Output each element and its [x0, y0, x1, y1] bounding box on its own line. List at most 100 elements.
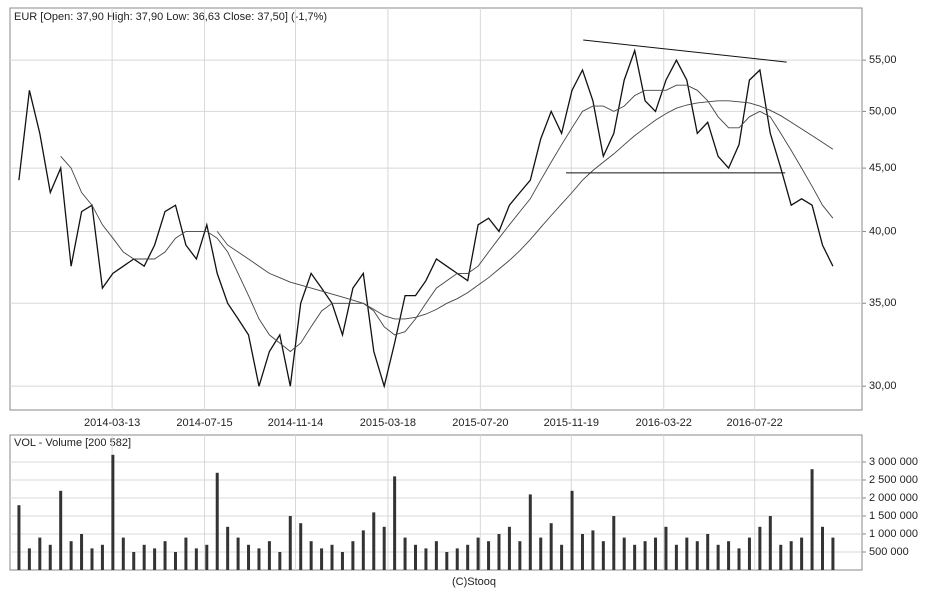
volume-bar	[309, 541, 313, 570]
volume-bar	[393, 476, 397, 570]
volume-bar	[445, 552, 449, 570]
volume-bar	[695, 541, 699, 570]
volume-bar	[215, 472, 219, 570]
volume-bar	[142, 544, 146, 570]
y-tick-label: 500 000	[869, 546, 909, 558]
x-tick-label: 2014-03-13	[84, 417, 140, 429]
volume-bar	[507, 526, 511, 570]
volume-bar	[17, 505, 21, 570]
volume-bar	[518, 541, 522, 570]
volume-bar	[633, 544, 637, 570]
volume-bar	[539, 537, 543, 570]
moving-average	[216, 100, 834, 320]
y-tick-label: 2 500 000	[869, 474, 918, 486]
price-line	[18, 48, 834, 389]
volume-bar	[528, 494, 532, 570]
x-tick-label: 2015-07-20	[452, 417, 508, 429]
volume-bar	[330, 544, 334, 570]
volume-bar	[716, 544, 720, 570]
volume-bar	[560, 544, 564, 570]
volume-bar	[184, 537, 188, 570]
volume-bar	[601, 541, 605, 570]
volume-bar	[664, 526, 668, 570]
volume-bar	[434, 541, 438, 570]
volume-bar	[361, 530, 365, 570]
volume-bar	[173, 552, 177, 570]
volume-bar	[267, 541, 271, 570]
volume-bar	[706, 534, 710, 570]
volume-bar	[121, 537, 125, 570]
volume-bar	[654, 537, 658, 570]
volume-bar	[27, 548, 31, 570]
volume-bar	[100, 544, 104, 570]
volume-bar	[497, 534, 501, 570]
volume-bar	[132, 552, 136, 570]
volume-bar	[737, 548, 741, 570]
volume-bar	[487, 541, 491, 570]
y-tick-label: 1 000 000	[869, 528, 918, 540]
x-tick-label: 2016-07-22	[727, 417, 783, 429]
volume-bar	[59, 490, 63, 570]
volume-bar	[90, 548, 94, 570]
volume-bar	[622, 537, 626, 570]
volume-bar	[351, 541, 355, 570]
volume-bar	[580, 534, 584, 570]
volume-bar	[591, 530, 595, 570]
volume-bar	[727, 541, 731, 570]
volume-bar	[674, 544, 678, 570]
volume-bar	[340, 552, 344, 570]
volume-bar	[320, 548, 324, 570]
volume-bar	[153, 548, 157, 570]
volume-bar	[810, 469, 814, 570]
y-tick-label: 50,00	[869, 105, 897, 117]
volume-bar	[257, 548, 261, 570]
x-tick-label: 2015-03-18	[360, 417, 416, 429]
volume-bar	[194, 548, 198, 570]
volume-bar	[424, 548, 428, 570]
volume-title: VOL - Volume [200 582]	[14, 437, 131, 449]
x-tick-label: 2014-11-14	[268, 417, 323, 429]
volume-bar	[820, 526, 824, 570]
volume-bar	[69, 541, 73, 570]
volume-bar	[612, 516, 616, 570]
y-tick-label: 55,00	[869, 54, 897, 66]
volume-bar	[570, 490, 574, 570]
footer: (C)Stooq	[452, 576, 496, 588]
volume-bar	[549, 523, 553, 570]
x-tick-label: 2016-03-22	[636, 417, 692, 429]
volume-bar	[299, 523, 303, 570]
volume-bar	[685, 537, 689, 570]
price-panel	[9, 7, 863, 411]
volume-bar	[466, 544, 470, 570]
volume-bar	[236, 537, 240, 570]
y-tick-label: 40,00	[869, 225, 897, 237]
volume-bar	[831, 537, 835, 570]
volume-bar	[288, 516, 292, 570]
volume-bar	[205, 544, 209, 570]
y-tick-label: 45,00	[869, 162, 897, 174]
volume-bar	[758, 526, 762, 570]
volume-bar	[163, 541, 167, 570]
trendline	[583, 39, 787, 63]
price-title: EUR [Open: 37,90 High: 37,90 Low: 36,63 …	[14, 11, 327, 23]
volume-bar	[800, 537, 804, 570]
volume-bar	[111, 454, 115, 570]
volume-bar	[247, 544, 251, 570]
volume-bar	[38, 537, 42, 570]
volume-bar	[403, 537, 407, 570]
volume-bar	[372, 512, 376, 570]
volume-bar	[455, 548, 459, 570]
moving-average	[60, 84, 834, 353]
volume-bar	[747, 537, 751, 570]
volume-bar	[414, 544, 418, 570]
x-tick-label: 2015-11-19	[544, 417, 599, 429]
volume-bar	[789, 541, 793, 570]
volume-bar	[476, 537, 480, 570]
y-tick-label: 1 500 000	[869, 510, 918, 522]
y-tick-label: 35,00	[869, 297, 897, 309]
volume-bar	[643, 541, 647, 570]
volume-bar	[779, 544, 783, 570]
volume-bar	[226, 526, 230, 570]
